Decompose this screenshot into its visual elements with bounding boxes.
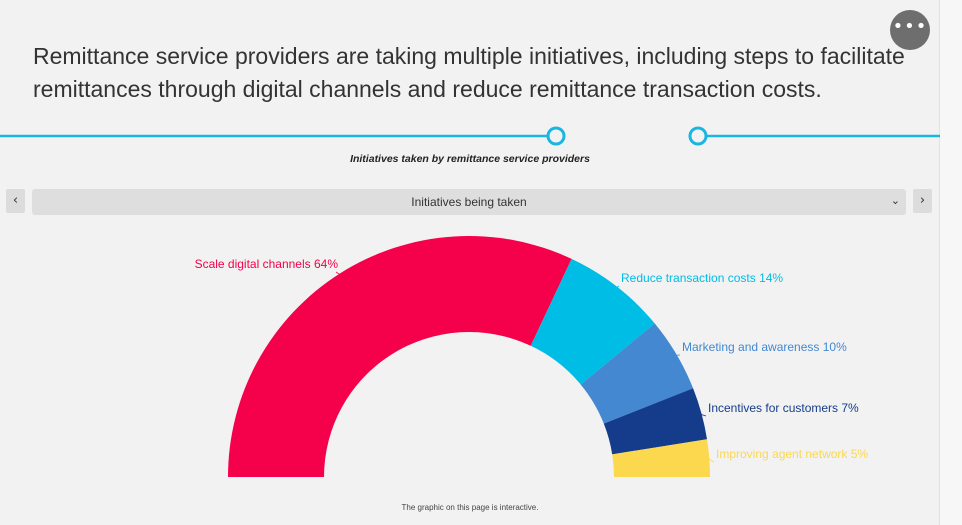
slice-label: Incentives for customers 7%: [708, 401, 859, 415]
leader-line: [335, 271, 342, 276]
slice-label: Marketing and awareness 10%: [682, 340, 847, 354]
slice-scale-digital-channels[interactable]: [228, 236, 572, 477]
chart-view-select[interactable]: Initiatives being taken ⌄: [32, 189, 906, 215]
more-options-button[interactable]: •••: [890, 10, 930, 50]
page-headline: Remittance service providers are taking …: [33, 43, 905, 102]
slice-label: Reduce transaction costs 14%: [621, 271, 783, 285]
prev-button[interactable]: ‹: [6, 189, 25, 213]
chart-title: Initiatives taken by remittance service …: [350, 153, 590, 165]
chevron-down-icon: ⌄: [890, 194, 900, 207]
leader-line: [699, 413, 707, 417]
leader-line: [707, 457, 715, 463]
slice-incentives-for-customers[interactable]: [603, 388, 708, 455]
slice-marketing-and-awareness[interactable]: [580, 323, 694, 424]
ellipsis-icon: •••: [892, 16, 928, 37]
slice-label: Improving agent network 5%: [716, 447, 868, 461]
chevron-left-icon: ‹: [12, 193, 19, 208]
right-scrollbar[interactable]: [939, 0, 962, 525]
chart-view-select-value: Initiatives being taken: [411, 195, 527, 209]
slice-reduce-transaction-costs[interactable]: [530, 258, 655, 385]
chevron-right-icon: ›: [919, 193, 926, 208]
next-button[interactable]: ›: [913, 189, 932, 213]
timeline-node-next[interactable]: [688, 126, 708, 146]
slice-label: Scale digital channels 64%: [195, 257, 339, 271]
leader-line: [615, 285, 620, 289]
timeline-node-active[interactable]: [546, 126, 566, 146]
timeline: [0, 126, 940, 146]
semi-donut-chart[interactable]: Scale digital channels 64% Reduce transac…: [0, 220, 940, 500]
interactive-note: The graphic on this page is interactive.: [401, 503, 539, 512]
slice-improving-agent-network[interactable]: [612, 439, 710, 477]
